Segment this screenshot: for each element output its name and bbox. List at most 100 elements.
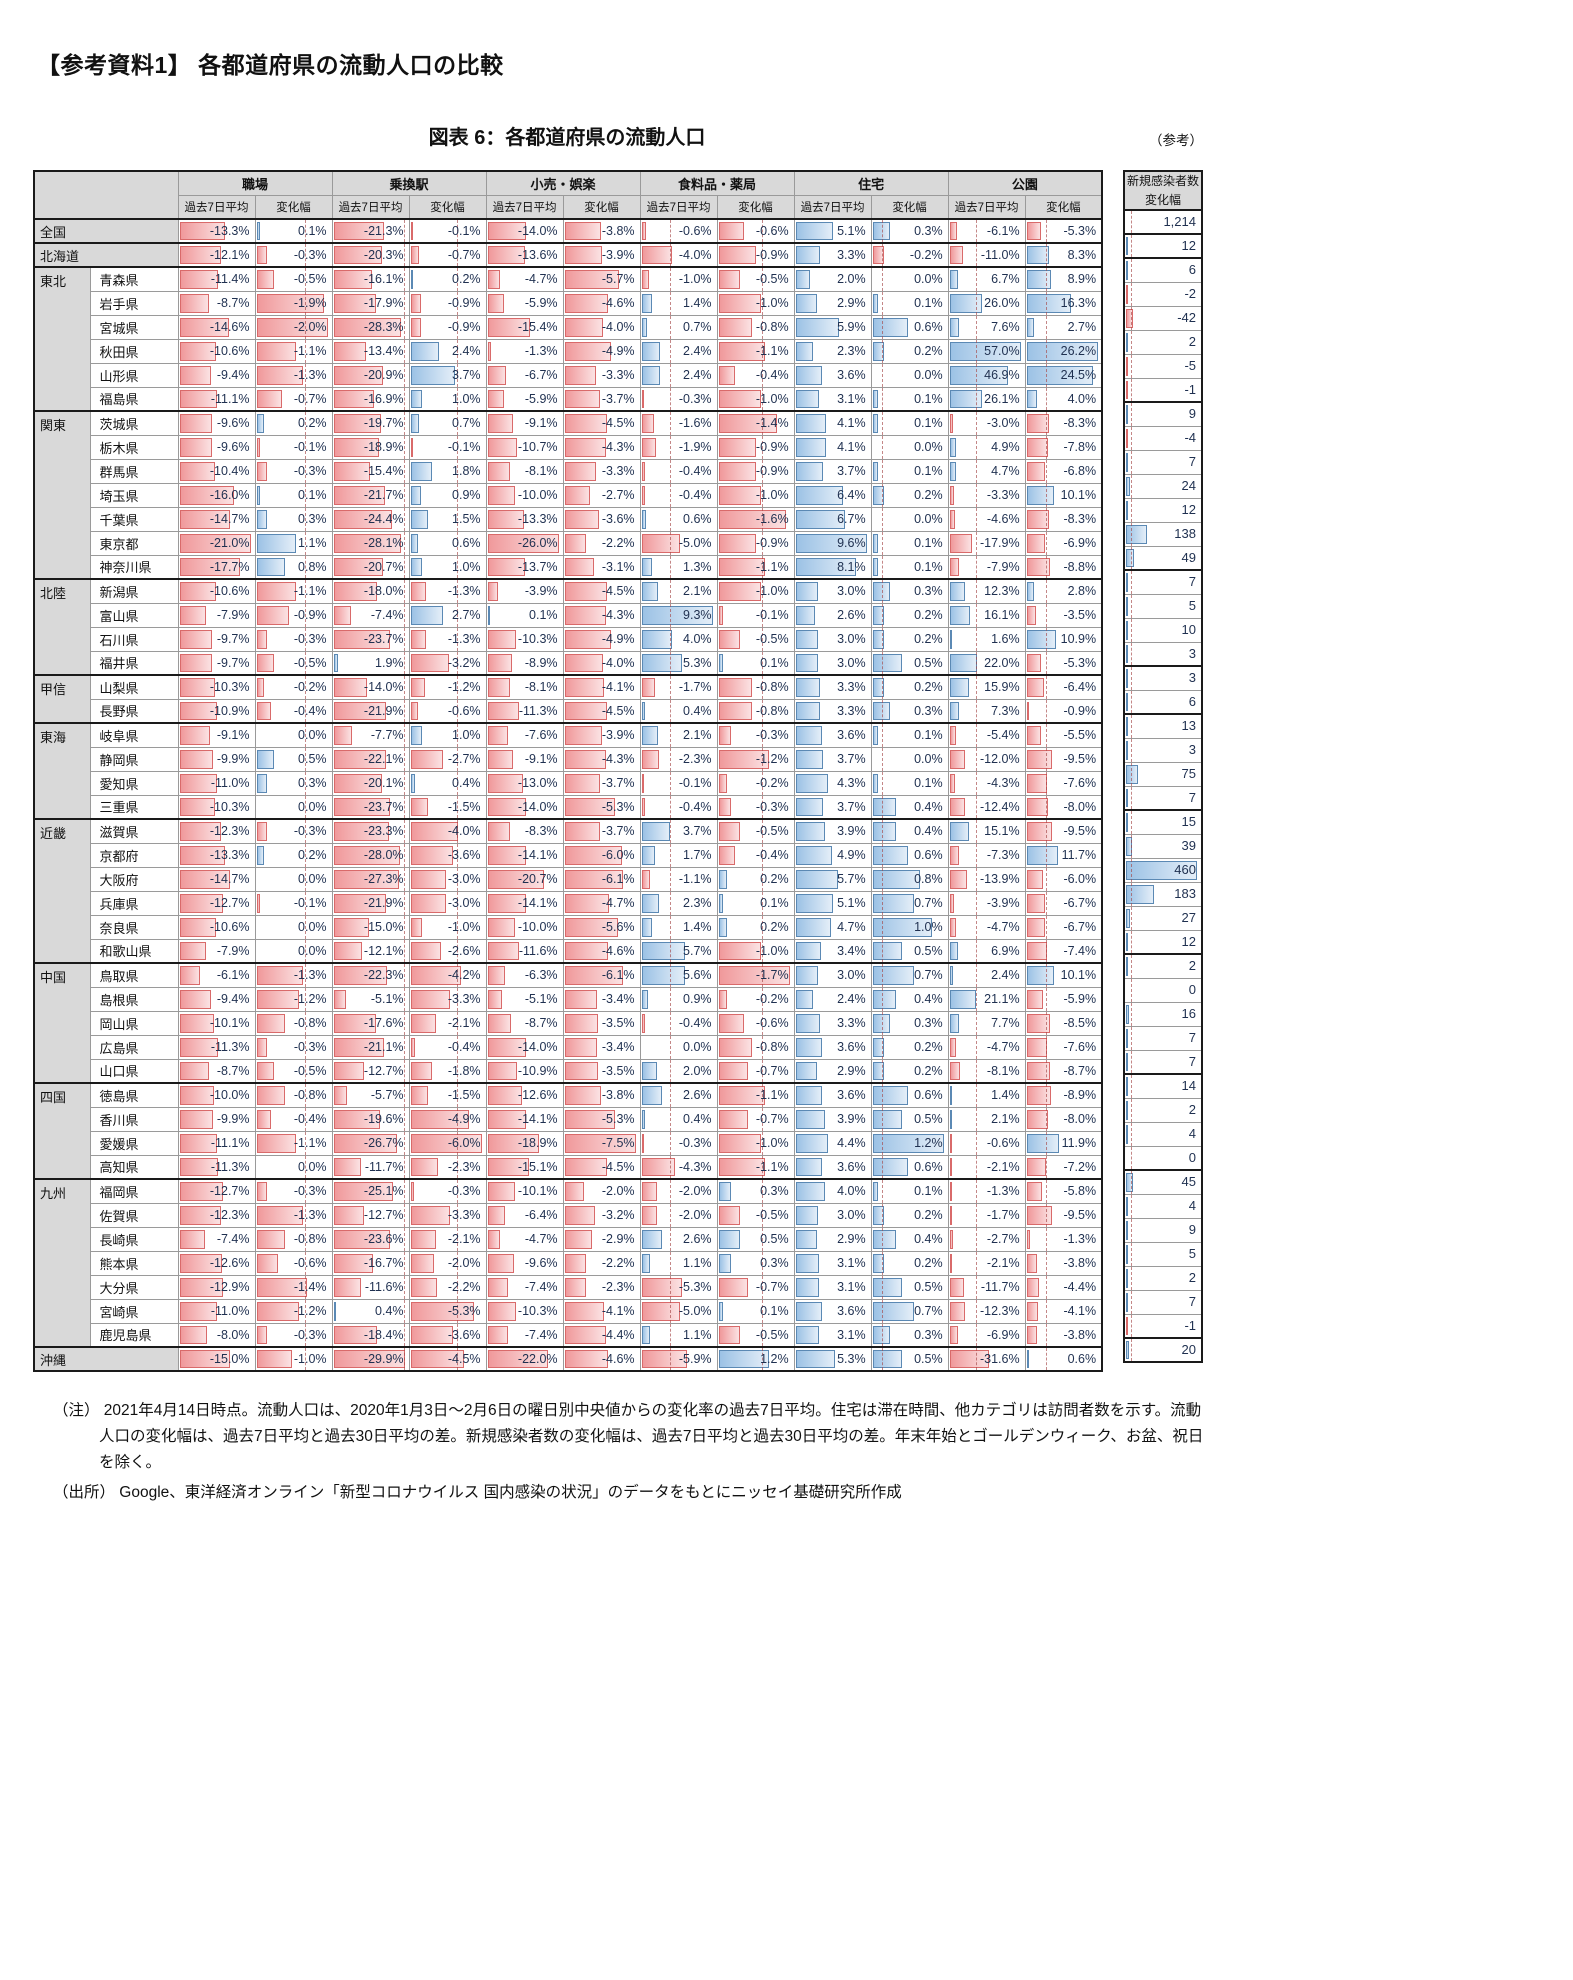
- bar-axis: [670, 1204, 672, 1226]
- data-bar: [256, 822, 268, 841]
- value-text: 2.3%: [837, 344, 866, 358]
- bar-axis: [1131, 1195, 1133, 1218]
- value-cell: 5.7%: [639, 938, 718, 964]
- data-bar: [1126, 669, 1128, 688]
- value-cell: -5.7%: [562, 266, 641, 292]
- value-text: -2.3%: [601, 1280, 635, 1294]
- prefecture-cell: 山口県: [89, 1058, 179, 1084]
- value-cell: -2.0%: [254, 314, 333, 340]
- value-cell: -16.1%: [331, 266, 410, 292]
- infection-count: -2: [1184, 286, 1196, 302]
- value-text: -4.7%: [601, 896, 635, 910]
- value-cell: 12.3%: [947, 578, 1026, 604]
- value-text: -8.1%: [986, 1063, 1020, 1078]
- data-bar: [487, 773, 524, 793]
- bar-axis: [975, 292, 977, 314]
- value-text: 6.7%: [837, 512, 866, 526]
- value-text: 3.6%: [837, 368, 866, 382]
- value-cell: 0.3%: [870, 1322, 949, 1348]
- value-text: 0.2%: [914, 344, 943, 358]
- category-header: 住宅: [793, 170, 949, 196]
- value-cell: 4.9%: [793, 842, 872, 868]
- data-bar: [718, 341, 765, 361]
- value-cell: -4.4%: [562, 1322, 641, 1348]
- data-bar: [641, 966, 685, 985]
- infection-count: 7: [1188, 1294, 1196, 1310]
- bar-axis: [304, 340, 306, 362]
- value-cell: 2.1%: [639, 722, 718, 748]
- bar-axis: [1045, 940, 1047, 962]
- data-bar: [564, 822, 600, 841]
- bar-axis: [1045, 532, 1047, 554]
- value-text: -15.4%: [517, 320, 558, 334]
- data-bar: [179, 1109, 214, 1129]
- value-text: 0.3%: [914, 584, 943, 599]
- value-cell: 0.1%: [254, 218, 333, 244]
- prefecture-cell: 埼玉県: [89, 482, 179, 508]
- value-cell: -9.9%: [177, 1106, 256, 1132]
- value-text: 1.7%: [683, 848, 712, 862]
- value-text: -4.5%: [601, 1159, 635, 1174]
- bar-axis: [456, 1085, 458, 1106]
- value-text: -3.6%: [447, 848, 481, 862]
- data-bar: [949, 414, 954, 433]
- data-bar: [410, 1301, 474, 1321]
- value-text: 1.0%: [452, 559, 481, 574]
- bar-axis: [975, 700, 977, 722]
- data-bar: [949, 893, 955, 913]
- data-bar: [1126, 1077, 1129, 1096]
- table-row: 富山県 -7.9% -0.9% -7.4% 2.7% 0.1% -4.3% 9.3% -0.1%…: [34, 602, 1103, 628]
- value-text: -13.3%: [209, 224, 250, 238]
- bar-axis: [670, 988, 672, 1010]
- value-cell: -6.1%: [562, 962, 641, 988]
- bar-axis: [403, 340, 405, 362]
- value-text: -9.4%: [216, 992, 250, 1006]
- bar-axis: [304, 1036, 306, 1058]
- bar-axis: [456, 628, 458, 650]
- value-text: -7.9%: [216, 608, 250, 622]
- bar-axis: [456, 677, 458, 698]
- value-cell: -29.9%: [331, 1346, 410, 1372]
- value-text: -7.4%: [370, 608, 404, 622]
- value-text: -3.9%: [601, 728, 635, 743]
- value-cell: -7.9%: [947, 554, 1026, 580]
- data-bar: [333, 1133, 398, 1153]
- value-text: 3.6%: [837, 728, 866, 743]
- value-cell: -1.0%: [716, 578, 795, 604]
- value-cell: -10.9%: [485, 1058, 564, 1084]
- bar-axis: [456, 652, 458, 674]
- data-bar: [333, 773, 382, 793]
- value-cell: -5.1%: [331, 986, 410, 1012]
- value-text: -4.1%: [1063, 1304, 1097, 1318]
- value-text: -1.0%: [755, 296, 789, 310]
- value-text: -8.7%: [1063, 1063, 1097, 1078]
- value-cell: -1.3%: [947, 1178, 1026, 1204]
- data-bar: [256, 222, 261, 240]
- data-bar: [487, 869, 545, 889]
- value-text: 0.1%: [914, 728, 943, 743]
- bar-axis: [670, 1085, 672, 1106]
- value-text: 2.6%: [837, 608, 866, 622]
- value-text: -0.5%: [755, 272, 789, 287]
- value-cell: -0.1%: [254, 434, 333, 460]
- value-cell: -2.1%: [947, 1154, 1026, 1180]
- bar-axis: [304, 245, 306, 266]
- data-bar: [256, 1037, 268, 1057]
- value-cell: 0.2%: [870, 674, 949, 700]
- data-bar: [333, 341, 366, 361]
- data-bar: [795, 653, 818, 672]
- value-text: -11.0%: [210, 776, 250, 790]
- bar-axis: [882, 221, 884, 242]
- data-bar: [949, 1061, 960, 1080]
- value-text: -9.5%: [1063, 824, 1097, 839]
- bar-axis: [1131, 1315, 1133, 1338]
- value-cell: -3.9%: [562, 242, 641, 268]
- data-bar: [795, 437, 827, 457]
- data-bar: [487, 485, 516, 505]
- value-text: 0.0%: [298, 920, 327, 934]
- value-text: -1.0%: [755, 488, 789, 502]
- value-cell: 6.9%: [947, 938, 1026, 964]
- bar-axis: [882, 532, 884, 554]
- value-cell: -0.5%: [254, 650, 333, 676]
- value-text: -7.7%: [370, 728, 404, 743]
